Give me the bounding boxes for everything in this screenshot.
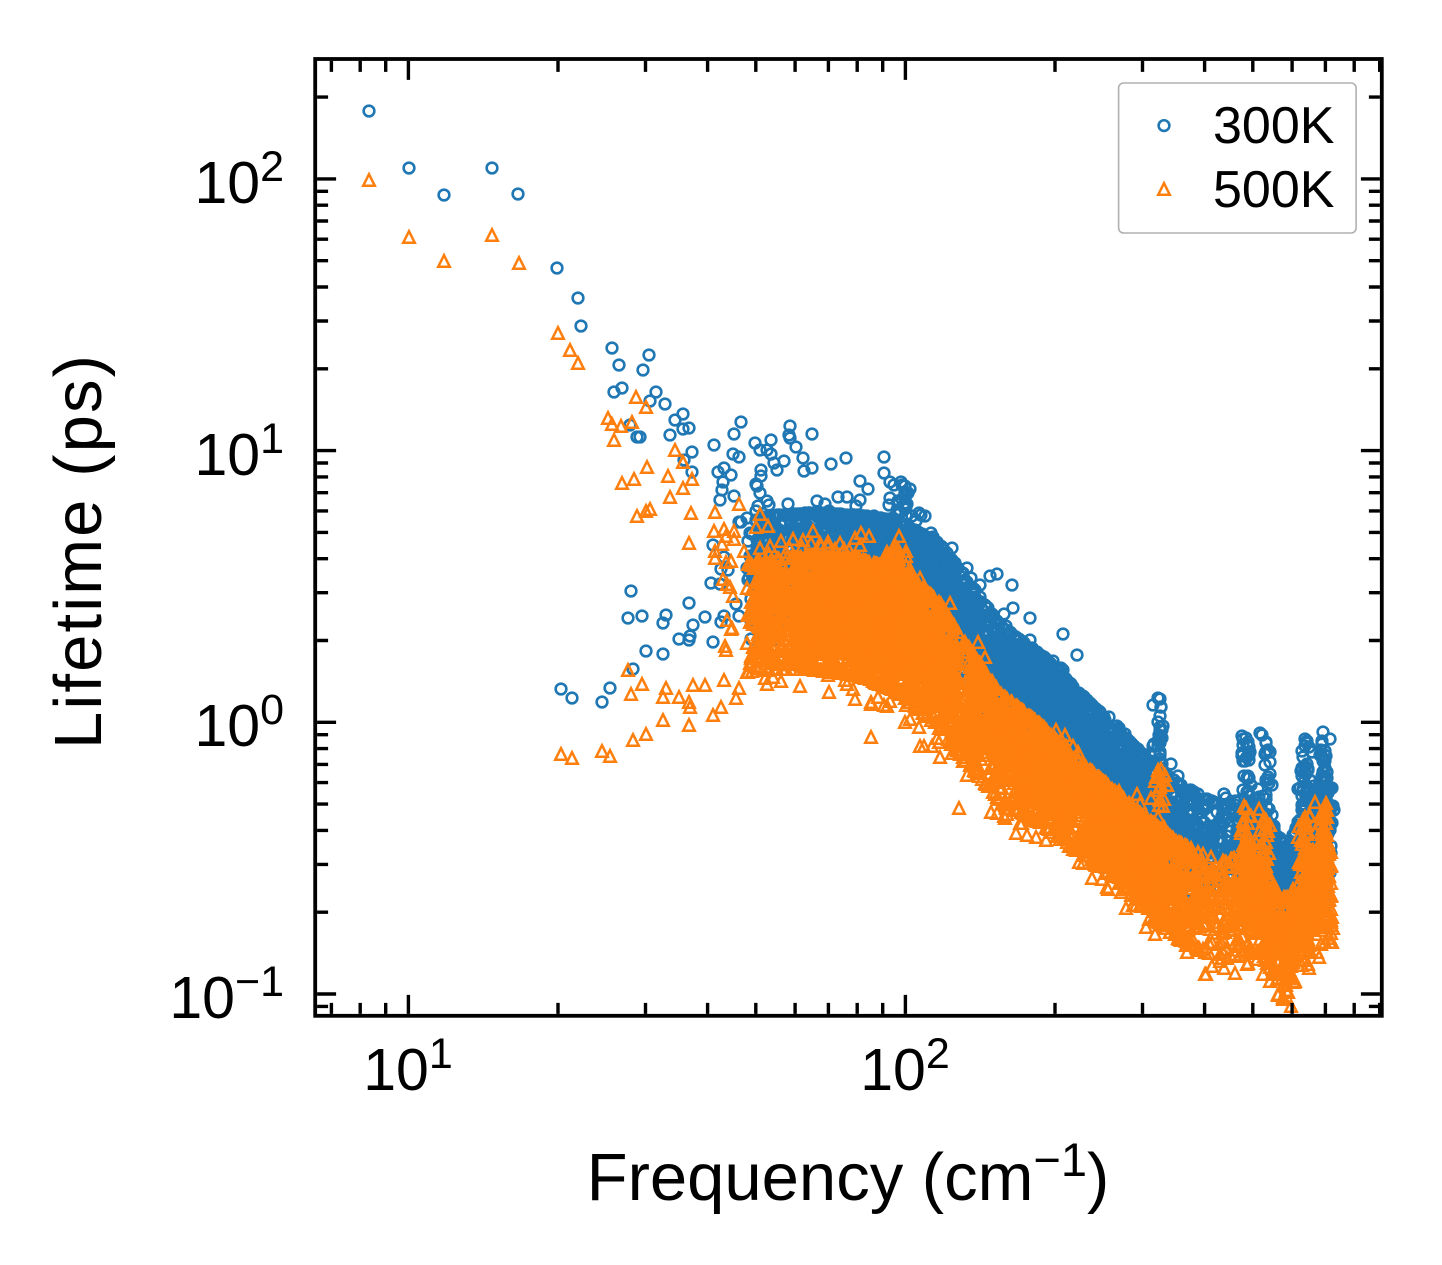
svg-text:300K: 300K — [1213, 97, 1335, 155]
svg-text:Frequency (cm−1): Frequency (cm−1) — [587, 1133, 1110, 1215]
svg-text:102: 102 — [194, 143, 284, 216]
svg-text:Lifetime (ps): Lifetime (ps) — [41, 355, 116, 749]
svg-text:102: 102 — [860, 1030, 950, 1103]
svg-text:500K: 500K — [1213, 161, 1335, 219]
